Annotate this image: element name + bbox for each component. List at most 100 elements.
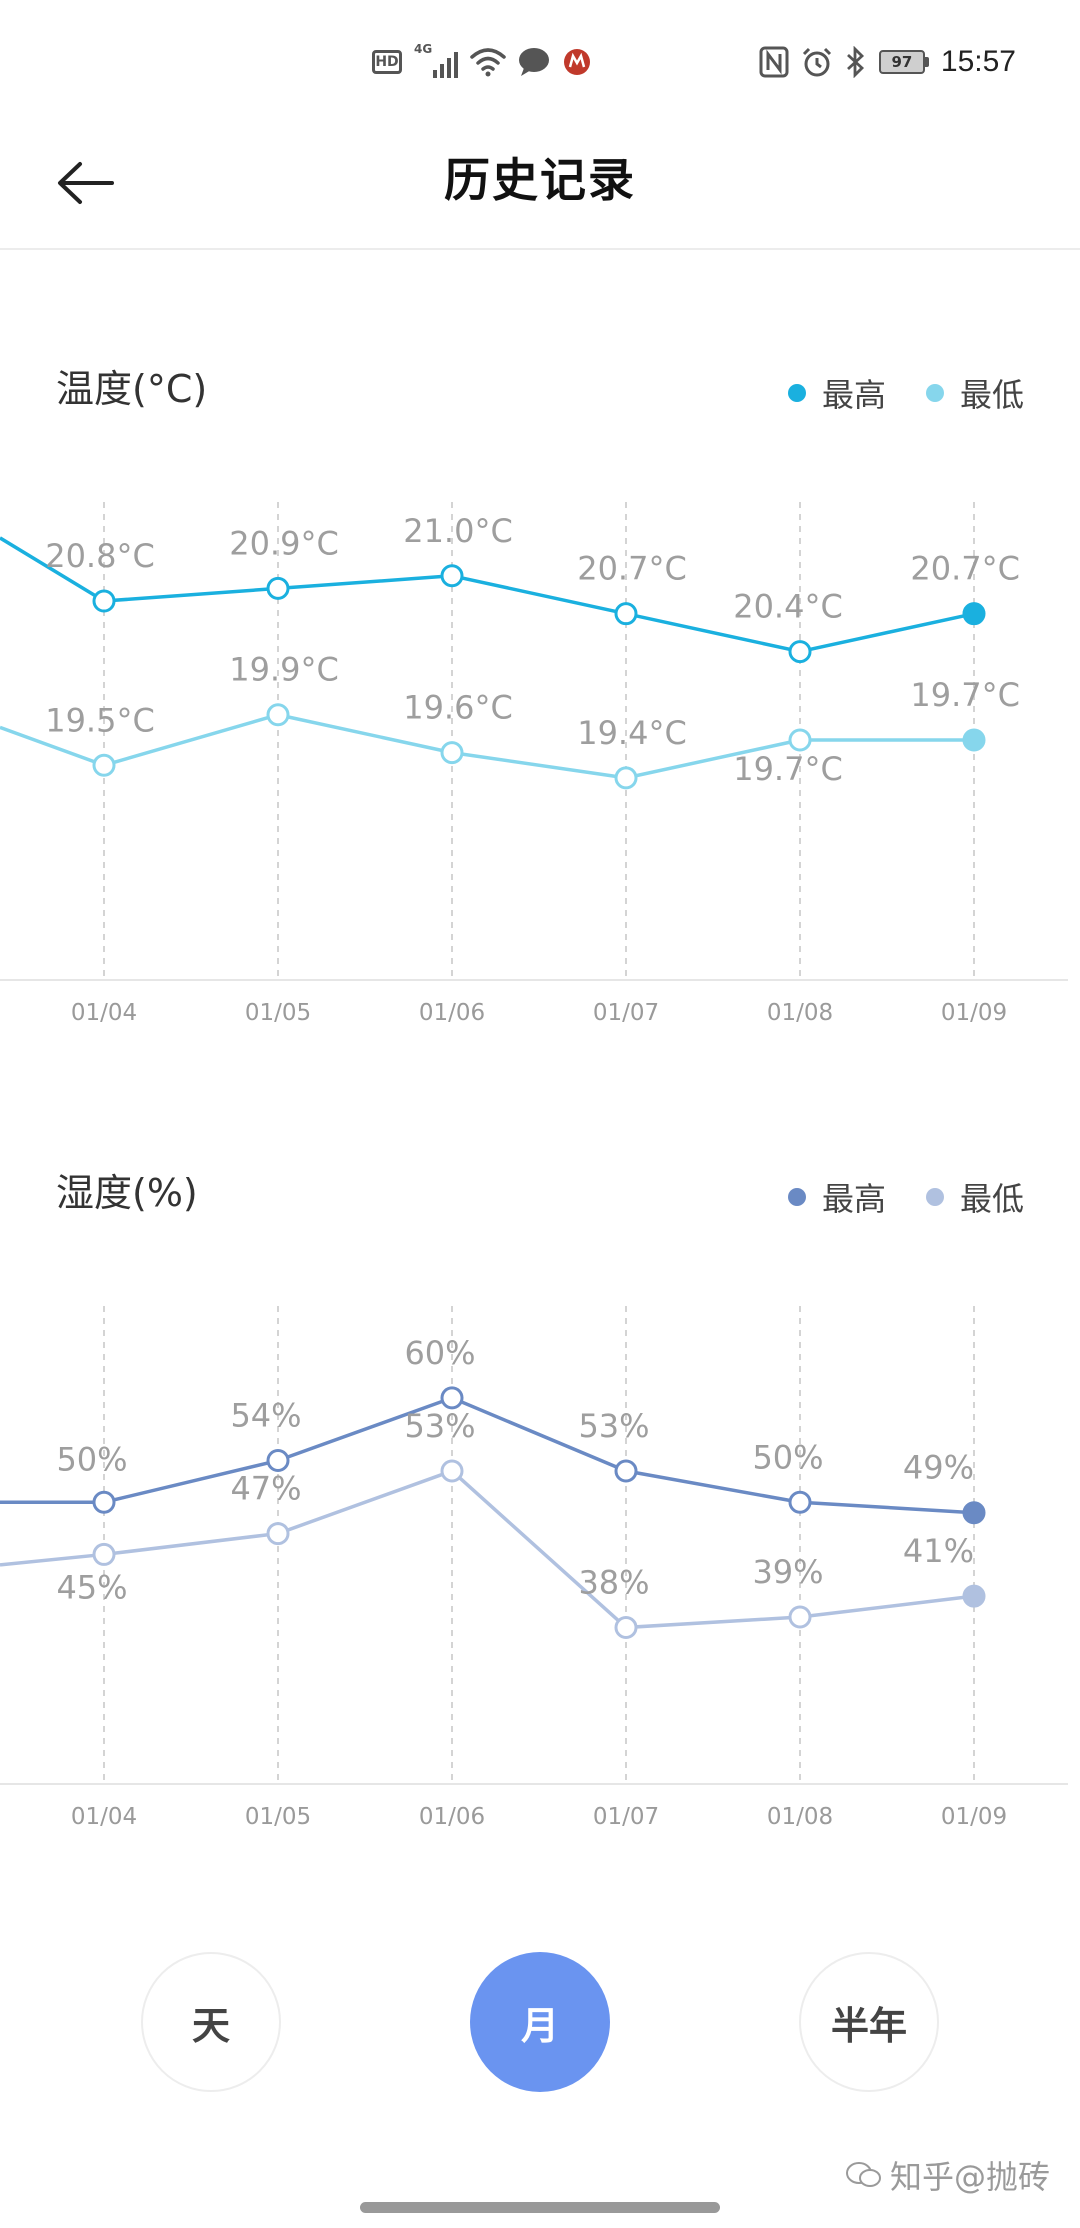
app-notification-icon bbox=[564, 49, 590, 75]
temp-x-tick-label: 01/05 bbox=[245, 1000, 311, 1026]
temp-data-point bbox=[440, 741, 464, 765]
legend-label: 最高 bbox=[821, 1180, 886, 1218]
temp-data-point bbox=[614, 766, 638, 790]
hum-data-label: 41% bbox=[903, 1532, 974, 1570]
hum-data-label: 38% bbox=[578, 1563, 649, 1601]
hum-data-label: 49% bbox=[903, 1449, 974, 1487]
hum-data-point bbox=[962, 1501, 986, 1525]
legend-item-temp-low: 最低 bbox=[925, 370, 1024, 416]
temp-data-point bbox=[788, 728, 812, 752]
back-button[interactable] bbox=[56, 146, 152, 220]
hum-data-point bbox=[788, 1605, 812, 1629]
legend-label: 最低 bbox=[959, 376, 1024, 414]
period-month-button[interactable]: 月 bbox=[470, 1952, 610, 2092]
network-type-label: 4G bbox=[414, 42, 433, 56]
hum-data-label: 53% bbox=[578, 1407, 649, 1445]
hum-data-label: 53% bbox=[404, 1407, 475, 1445]
legend-label: 最高 bbox=[821, 376, 886, 414]
nfc-icon bbox=[759, 46, 789, 78]
hum-data-label: 54% bbox=[230, 1397, 301, 1435]
hd-icon: HD bbox=[372, 50, 402, 74]
period-day-button[interactable]: 天 bbox=[141, 1952, 281, 2092]
hum-data-label: 50% bbox=[752, 1438, 823, 1476]
hum-data-point bbox=[266, 1449, 290, 1473]
temperature-title: 温度(°C) bbox=[56, 367, 208, 411]
temp-data-label: 20.8°C bbox=[45, 537, 155, 575]
temp-data-label: 19.4°C bbox=[577, 714, 687, 752]
home-indicator[interactable] bbox=[360, 2202, 720, 2213]
temp-data-label: 20.7°C bbox=[910, 550, 1020, 588]
battery-level: 97 bbox=[878, 50, 925, 74]
chat-bubble-icon bbox=[519, 48, 549, 76]
temp-x-tick-label: 01/07 bbox=[593, 1000, 659, 1026]
temperature-legend: 最高 最低 bbox=[787, 370, 1024, 416]
legend-item-hum-low: 最低 bbox=[925, 1174, 1024, 1220]
temp-x-tick-label: 01/06 bbox=[419, 1000, 485, 1026]
status-right-icons: 97 15:57 bbox=[759, 40, 1016, 84]
temp-data-point bbox=[266, 703, 290, 727]
status-left-icons: HD 4G bbox=[372, 42, 592, 80]
back-arrow-icon bbox=[58, 162, 114, 204]
legend-dot-icon bbox=[787, 384, 806, 402]
hum-series-line-low bbox=[0, 1469, 975, 1630]
status-bar: HD 4G bbox=[0, 0, 1080, 120]
temp-data-label: 19.6°C bbox=[403, 689, 513, 727]
legend-item-temp-high: 最高 bbox=[787, 370, 886, 416]
hum-data-label: 39% bbox=[752, 1553, 823, 1591]
hum-data-point bbox=[614, 1615, 638, 1639]
hum-x-tick-label: 01/08 bbox=[767, 1804, 833, 1830]
temp-x-tick-label: 01/09 bbox=[941, 1000, 1007, 1026]
bluetooth-icon bbox=[846, 46, 864, 78]
legend-dot-icon bbox=[925, 384, 944, 402]
battery-icon: 97 bbox=[878, 50, 929, 74]
clock-time: 15:57 bbox=[940, 45, 1016, 78]
temp-data-label: 19.5°C bbox=[45, 701, 155, 739]
page-title: 历史记录 bbox=[444, 153, 636, 207]
temp-data-point bbox=[92, 589, 116, 613]
hum-x-tick-label: 01/07 bbox=[593, 1804, 659, 1830]
cellular-signal-icon: 4G bbox=[414, 42, 458, 78]
temperature-chart: 01/04 01/05 01/06 01/07 01/08 01/09 20.8°C 20.9… bbox=[0, 502, 1068, 1026]
period-half-year-button[interactable]: 半年 bbox=[799, 1952, 939, 2092]
hum-x-tick-label: 01/09 bbox=[941, 1804, 1007, 1830]
temp-data-point bbox=[614, 602, 638, 626]
hum-data-point bbox=[266, 1522, 290, 1546]
legend-label: 最低 bbox=[959, 1180, 1024, 1218]
temp-x-tick-label: 01/04 bbox=[71, 1000, 137, 1026]
humidity-title: 湿度(%) bbox=[56, 1171, 198, 1215]
hum-data-point bbox=[614, 1459, 638, 1483]
temp-data-label: 21.0°C bbox=[403, 512, 513, 550]
humidity-legend: 最高 最低 bbox=[787, 1174, 1024, 1220]
temp-data-label: 20.7°C bbox=[577, 550, 687, 588]
hum-data-point bbox=[92, 1490, 116, 1514]
temp-data-label: 19.7°C bbox=[733, 750, 843, 788]
hum-x-tick-label: 01/04 bbox=[71, 1804, 137, 1830]
humidity-chart: 01/04 01/05 01/06 01/07 01/08 01/09 50% 54% 60% 5… bbox=[0, 1306, 1068, 1830]
temp-data-label: 19.9°C bbox=[229, 651, 339, 689]
hum-x-tick-label: 01/06 bbox=[419, 1804, 485, 1830]
hum-data-label: 45% bbox=[56, 1568, 127, 1606]
watermark-text: 知乎@抛砖 bbox=[889, 2158, 1050, 2196]
temp-data-point bbox=[440, 564, 464, 588]
period-selector: 天 月 半年 bbox=[0, 1952, 1080, 2092]
wechat-icon bbox=[845, 2162, 881, 2187]
temp-data-label: 20.4°C bbox=[733, 588, 843, 626]
hum-data-point bbox=[788, 1490, 812, 1514]
hum-x-tick-label: 01/05 bbox=[245, 1804, 311, 1830]
hum-data-point bbox=[92, 1542, 116, 1566]
temp-data-point bbox=[962, 602, 986, 626]
hum-data-point bbox=[440, 1459, 464, 1483]
temp-data-point bbox=[962, 728, 986, 752]
alarm-icon bbox=[802, 47, 831, 77]
legend-dot-icon bbox=[787, 1188, 806, 1206]
legend-item-hum-high: 最高 bbox=[787, 1174, 886, 1220]
hum-data-label: 60% bbox=[404, 1334, 475, 1372]
hum-data-label: 50% bbox=[56, 1440, 127, 1478]
hum-series-line-high bbox=[0, 1396, 975, 1515]
hum-data-point bbox=[962, 1584, 986, 1608]
watermark: 知乎@抛砖 bbox=[845, 2152, 1050, 2198]
wifi-icon bbox=[470, 48, 506, 77]
temp-data-label: 19.7°C bbox=[910, 676, 1020, 714]
temp-data-label: 20.9°C bbox=[229, 524, 339, 562]
